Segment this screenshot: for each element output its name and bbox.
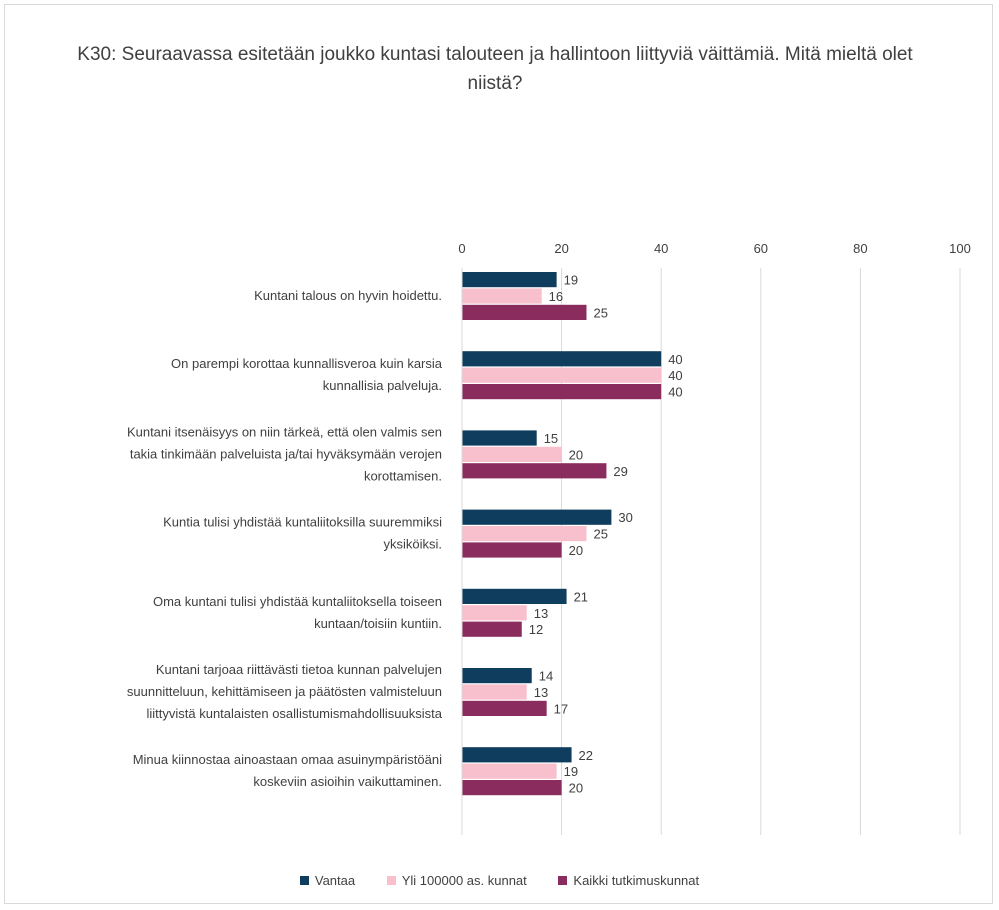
bar [462,384,662,400]
legend-label: Vantaa [314,873,356,888]
category-label: Kuntani itsenäisyys on niin tärkeä, että… [127,424,442,439]
x-tick-label: 100 [949,241,971,256]
chart-title: K30: Seuraavassa esitetään joukko kuntas… [77,44,913,94]
bar [462,509,612,525]
bar [462,668,532,684]
x-tick-label: 60 [754,241,768,256]
x-tick-label: 20 [554,241,568,256]
category-label: On parempi korottaa kunnallisveroa kuin … [171,356,443,371]
category-label: Minua kiinnostaa ainoastaan omaa asuinym… [133,752,442,767]
category-label: liittyvistä kuntalaisten osallistumismah… [146,706,442,721]
bar [462,446,562,462]
category-label: Kuntani talous on hyvin hoidettu. [254,288,442,303]
legend-swatch [299,876,309,885]
bar [462,367,662,383]
bar [462,526,587,542]
data-label: 19 [564,273,578,288]
bar [462,700,547,716]
x-tick-label: 0 [458,241,465,256]
legend-label: Yli 100000 as. kunnat [401,873,527,888]
x-tick-label: 40 [654,241,668,256]
category-label: kunnallisia palveluja. [323,378,442,393]
data-label: 20 [569,781,583,796]
data-label: 21 [574,589,588,604]
data-label: 17 [554,701,568,716]
bar [462,605,527,621]
bar [462,588,567,604]
legend-item-vantaa: Vantaa [299,873,356,888]
data-label: 20 [569,543,583,558]
legend-label: Kaikki tutkimuskunnat [573,873,700,888]
category-label: Oma kuntani tulisi yhdistää kuntaliitoks… [153,594,442,609]
category-label: korottamisen. [364,468,442,483]
legend-swatch [558,876,568,885]
bar [462,780,562,796]
data-label: 40 [668,368,682,383]
data-label: 19 [564,764,578,779]
data-label: 22 [579,748,593,763]
bar [462,272,557,288]
data-label: 40 [668,385,682,400]
data-label: 13 [534,606,548,621]
bar [462,351,662,367]
legend-swatch [386,876,396,885]
category-label: Kuntani tarjoaa riittävästi tietoa kunna… [156,662,442,677]
bar [462,463,607,479]
bar [462,747,572,763]
bar [462,288,542,304]
data-label: 13 [534,685,548,700]
category-label: koskeviin asioihin vaikuttaminen. [253,774,442,789]
data-label: 29 [613,464,627,479]
data-label: 20 [569,447,583,462]
category-label: takia tinkimään palveluista ja/tai hyväk… [130,446,442,461]
data-label: 15 [544,431,558,446]
legend-item-kaikki: Kaikki tutkimuskunnat [558,873,699,888]
category-label: Kuntia tulisi yhdistää kuntaliitoksilla … [163,515,442,530]
x-tick-label: 80 [853,241,867,256]
category-label: yksiköiksi. [383,537,442,552]
bar [462,542,562,558]
bar [462,763,557,779]
data-label: 40 [668,352,682,367]
data-label: 16 [549,289,563,304]
bar [462,621,522,637]
bar [462,430,537,446]
data-label: 25 [594,527,608,542]
bar [462,304,587,320]
data-label: 12 [529,622,543,637]
data-label: 30 [618,510,632,525]
category-label: kuntaan/toisiin kuntiin. [314,616,442,631]
data-label: 25 [594,305,608,320]
data-label: 14 [539,669,553,684]
legend: Vantaa Yli 100000 as. kunnat Kaikki tutk… [0,873,999,888]
bar [462,684,527,700]
category-label: suunnitteluun, kehittämiseen ja päätöste… [127,684,442,699]
legend-item-yli-100000: Yli 100000 as. kunnat [386,873,527,888]
